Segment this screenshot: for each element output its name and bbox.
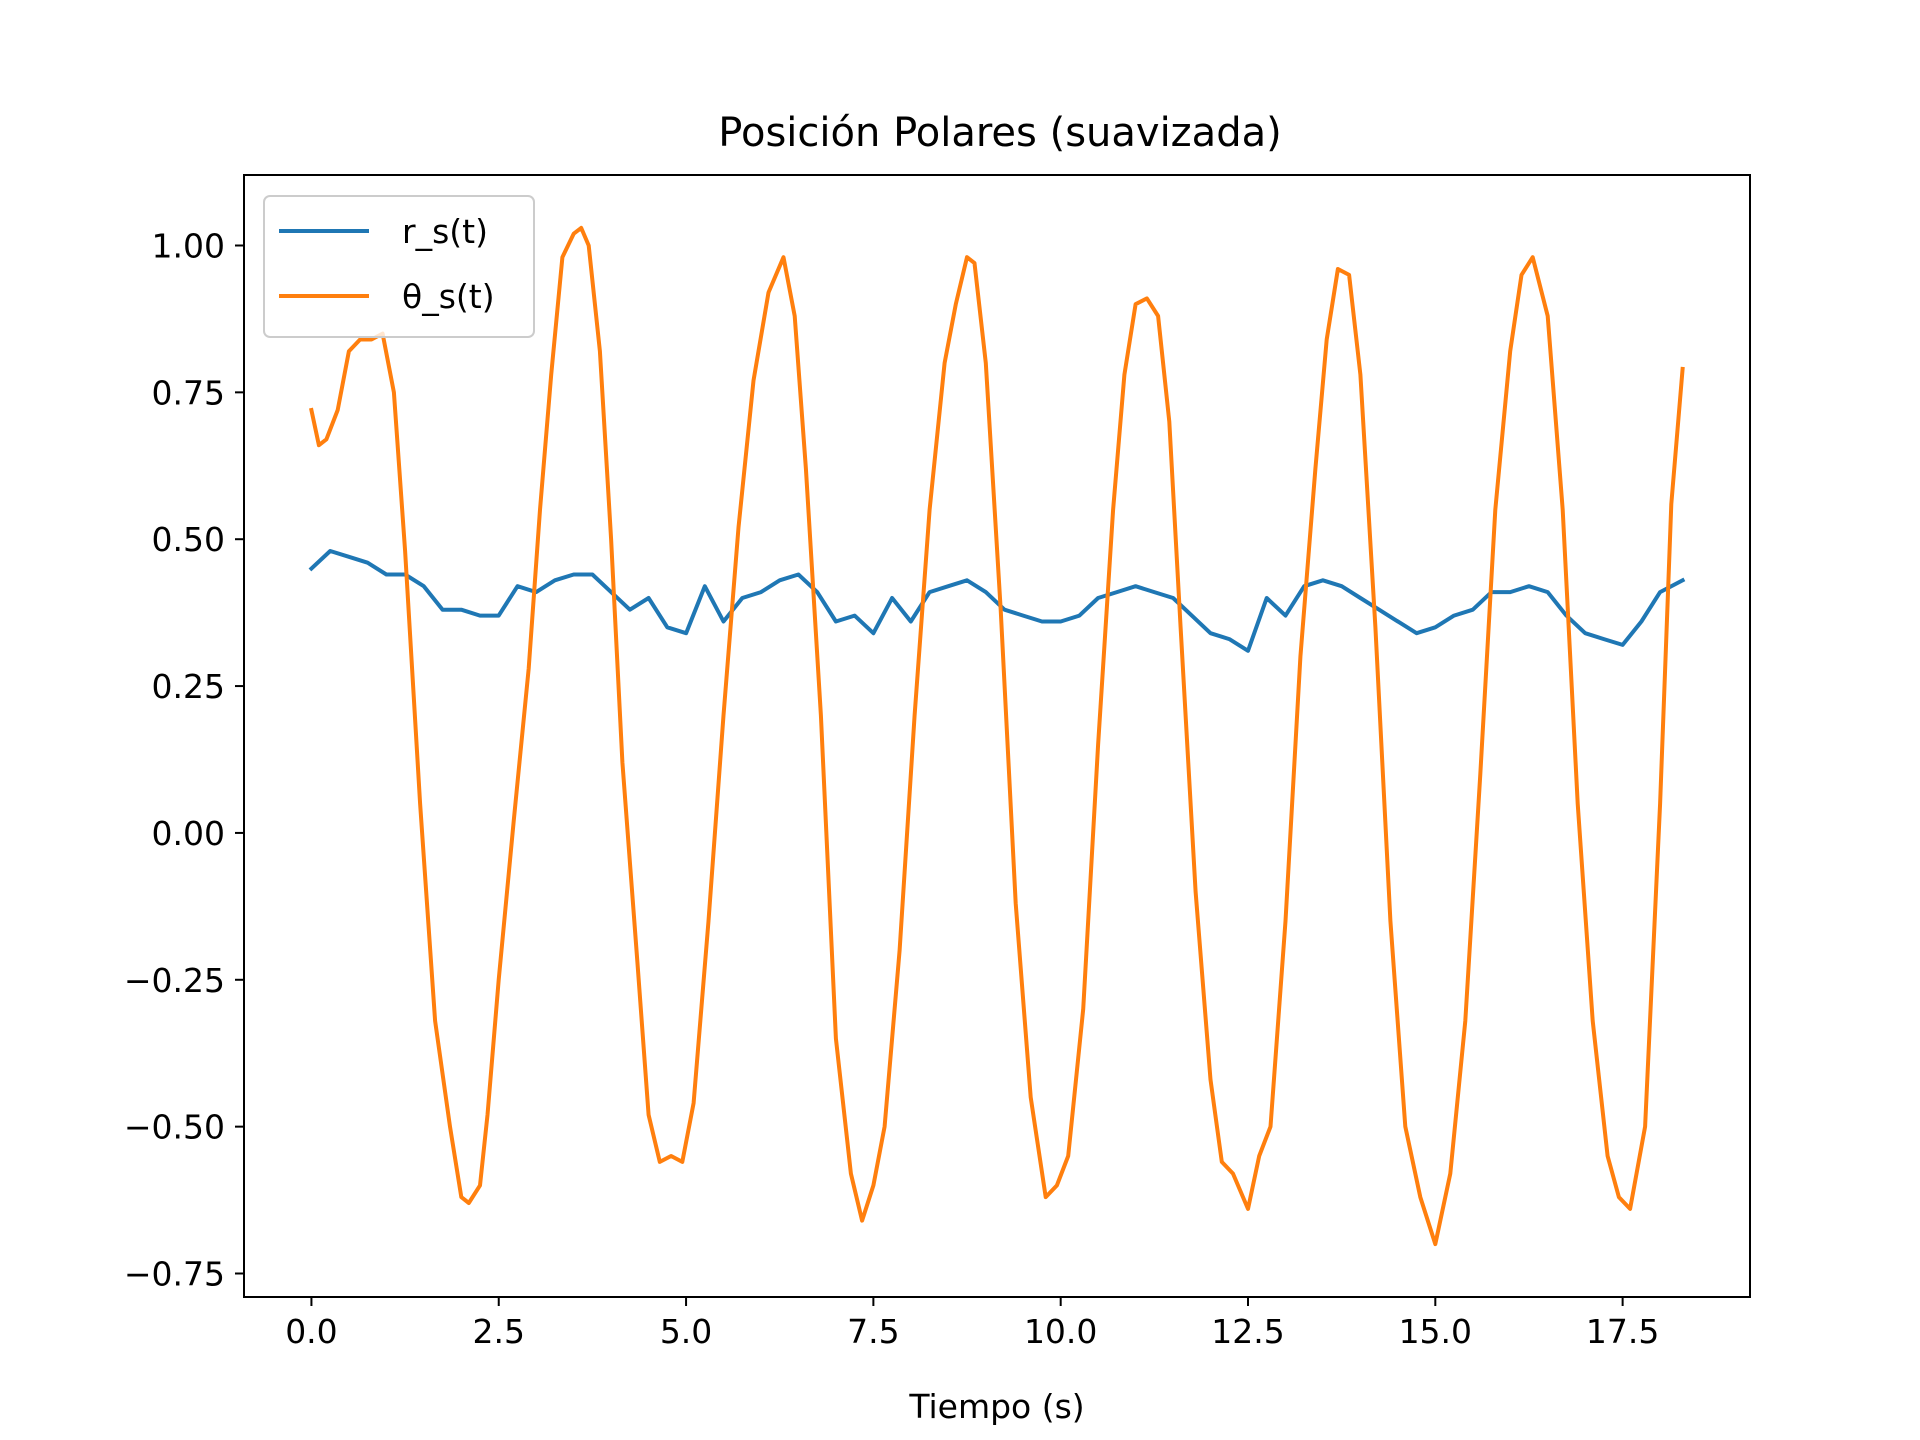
legend: r_s(t) θ_s(t) — [263, 195, 535, 338]
series-line-0 — [308, 549, 1686, 653]
y-tick-label: −0.50 — [124, 1108, 225, 1147]
y-tick-label: −0.75 — [124, 1255, 225, 1294]
y-tick-label: 0.75 — [152, 373, 225, 412]
y-tick-label: −0.25 — [124, 961, 225, 1000]
y-tick-label: 0.50 — [152, 520, 225, 559]
x-tick-label: 0.0 — [285, 1312, 337, 1351]
series-line-1 — [309, 225, 1685, 1247]
x-tick-label: 12.5 — [1211, 1312, 1284, 1351]
y-tick-label: 1.00 — [152, 226, 225, 265]
y-tick-label: 0.00 — [152, 814, 225, 853]
chart-title: Posición Polares (suavizada) — [718, 110, 1281, 156]
plot-frame — [243, 174, 1751, 1298]
ticks-layer: 0.0 2.5 5.0 7.5 10.0 12.5 15.0 17.5 1.00 0.75 0.50… — [124, 226, 1660, 1351]
x-tick-label: 17.5 — [1586, 1312, 1659, 1351]
x-axis-label: Tiempo (s) — [908, 1387, 1084, 1426]
x-tick-label: 5.0 — [660, 1312, 712, 1351]
legend-label-theta: θ_s(t) — [402, 277, 495, 316]
y-tick-label: 0.25 — [152, 667, 225, 706]
legend-label-r: r_s(t) — [402, 212, 488, 251]
x-tick-label: 15.0 — [1399, 1312, 1472, 1351]
x-tick-label: 10.0 — [1024, 1312, 1097, 1351]
x-tick-label: 7.5 — [847, 1312, 899, 1351]
plot-layer — [308, 225, 1686, 1247]
x-tick-label: 2.5 — [473, 1312, 525, 1351]
